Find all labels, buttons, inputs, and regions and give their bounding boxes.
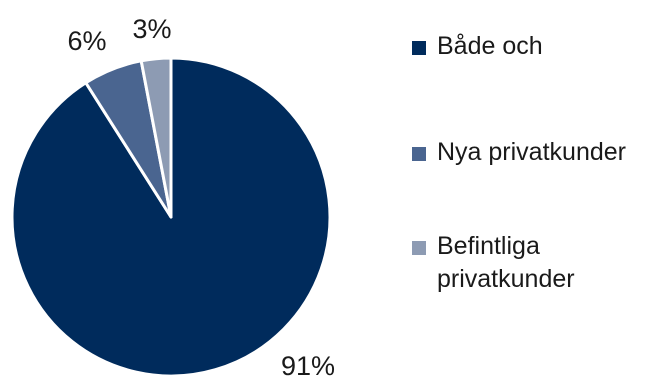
legend-swatch-bade-och bbox=[412, 41, 426, 55]
slice-label-bade-och: 91% bbox=[281, 351, 335, 378]
pie-slices bbox=[10, 56, 332, 378]
pie-labels: 91% 6% 3% bbox=[67, 14, 335, 378]
legend-label-nya-privatkunder: Nya privatkunder bbox=[437, 138, 626, 166]
slice-label-nya-privatkunder: 6% bbox=[67, 26, 106, 56]
legend-swatch-nya-privatkunder bbox=[412, 147, 426, 161]
legend-label-bade-och: Både och bbox=[437, 32, 543, 60]
legend-swatch-befintliga-privatkunder bbox=[412, 241, 426, 255]
legend-label-befintliga-privatkunder: Befintliga privatkunder bbox=[437, 232, 575, 293]
legend-item-befintliga-privatkunder: Befintliga privatkunder bbox=[412, 230, 647, 296]
slice-label-befintliga-privatkunder: 3% bbox=[132, 14, 171, 44]
pie-slice-befintliga-privatkunder bbox=[139, 56, 173, 219]
legend-item-bade-och: Både och bbox=[412, 30, 647, 63]
legend-item-nya-privatkunder: Nya privatkunder bbox=[412, 136, 647, 169]
pie-chart: 91% 6% 3% bbox=[10, 14, 335, 378]
